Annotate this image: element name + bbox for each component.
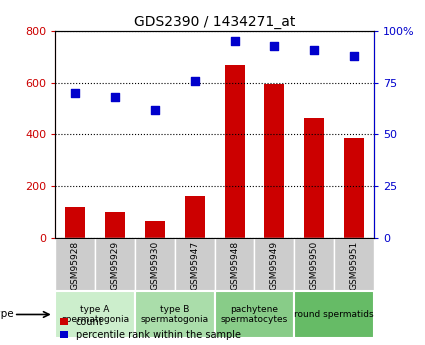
Text: GSM95949: GSM95949: [270, 240, 279, 289]
Bar: [215, 238, 255, 291]
Bar: [224, 65, 244, 238]
Point: [271, 43, 278, 48]
Point: [112, 95, 119, 100]
Text: GSM95930: GSM95930: [150, 240, 159, 289]
Bar: [65, 207, 85, 238]
Point: [231, 39, 238, 44]
Legend: count, percentile rank within the sample: count, percentile rank within the sample: [60, 317, 241, 340]
Bar: [264, 84, 284, 238]
Point: [72, 90, 79, 96]
Text: round spermatids: round spermatids: [295, 310, 374, 319]
Text: type A
spermatogonia: type A spermatogonia: [61, 305, 129, 324]
Title: GDS2390 / 1434271_at: GDS2390 / 1434271_at: [134, 14, 295, 29]
Bar: [55, 238, 95, 291]
Text: GSM95948: GSM95948: [230, 240, 239, 289]
Bar: [55, 291, 135, 338]
Bar: [105, 213, 125, 238]
Bar: [185, 196, 205, 238]
Text: cell type: cell type: [0, 309, 14, 319]
Text: GSM95947: GSM95947: [190, 240, 199, 289]
Bar: [294, 291, 374, 338]
Text: pachytene
spermatocytes: pachytene spermatocytes: [221, 305, 288, 324]
Bar: [175, 238, 215, 291]
Text: GSM95928: GSM95928: [71, 240, 79, 289]
Bar: [145, 221, 165, 238]
Text: GSM95950: GSM95950: [310, 240, 319, 289]
Bar: [135, 291, 215, 338]
Point: [151, 107, 158, 112]
Point: [351, 53, 357, 59]
Text: type B
spermatogonia: type B spermatogonia: [141, 305, 209, 324]
Bar: [215, 291, 294, 338]
Point: [191, 78, 198, 83]
Text: GSM95951: GSM95951: [350, 240, 359, 289]
Text: GSM95929: GSM95929: [110, 240, 119, 289]
Bar: [294, 238, 334, 291]
Bar: [95, 238, 135, 291]
Point: [311, 47, 317, 52]
Bar: [344, 138, 364, 238]
Bar: [135, 238, 175, 291]
Bar: [334, 238, 374, 291]
Bar: [304, 118, 324, 238]
Bar: [255, 238, 294, 291]
